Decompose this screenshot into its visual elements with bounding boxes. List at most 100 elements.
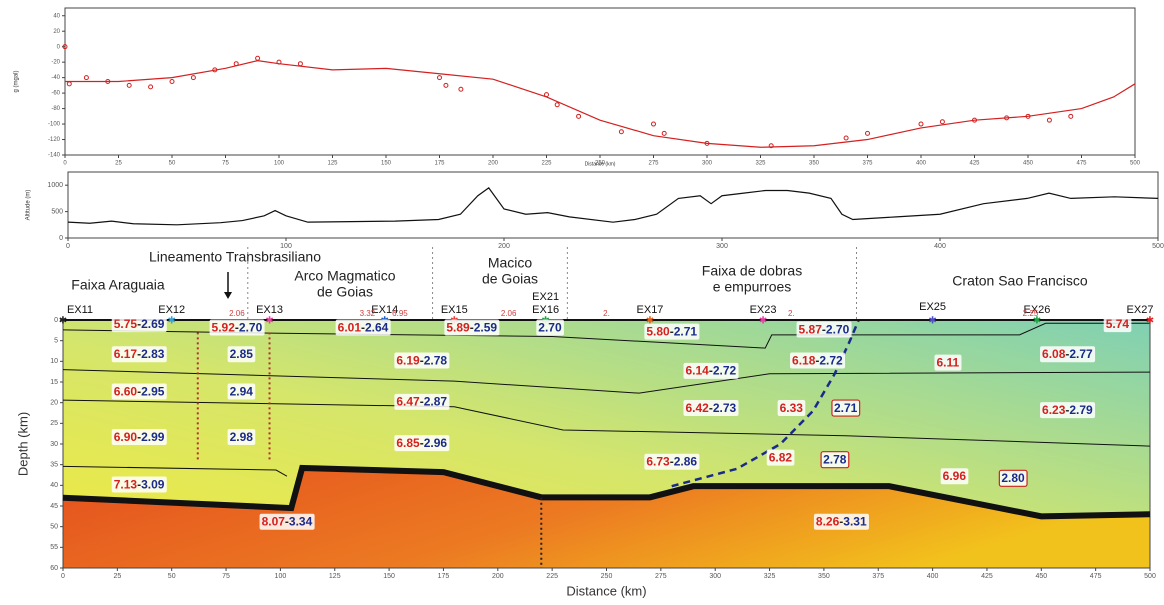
velocity-text: 8.26-3.31 <box>816 515 867 529</box>
velocity-text: 7.13-3.09 <box>114 478 165 492</box>
figure: 0255075100125150175200225250275300325350… <box>0 0 1164 605</box>
x-tick-label: 200 <box>498 243 510 250</box>
y-tick-label: 0 <box>54 317 58 324</box>
x-tick-label: 250 <box>601 573 613 580</box>
data-point <box>652 122 656 126</box>
station-label: EX27 <box>1127 304 1154 316</box>
station-marker: ✱ <box>59 316 67 327</box>
y-tick-label: 0 <box>59 235 63 242</box>
label-vp: 6.60 <box>114 385 138 399</box>
y-tick-label: 20 <box>53 29 60 35</box>
x-tick-label: 0 <box>61 573 65 580</box>
y-tick-label: 35 <box>50 462 58 469</box>
label-vs: 2.69 <box>141 317 165 331</box>
x-tick-label: 400 <box>916 161 927 167</box>
label-vp: 6.82 <box>769 451 793 465</box>
y-tick-label: 50 <box>50 524 58 531</box>
region-label: Faixa Araguaia <box>71 277 165 293</box>
label-vs: 2.80 <box>1001 471 1025 485</box>
data-point <box>84 76 88 80</box>
x-axis-title: Distance (km) <box>566 583 646 598</box>
velocity-text: 6.47-2.87 <box>396 395 447 409</box>
x-tick-label: 475 <box>1090 573 1102 580</box>
label-vs: 2.64 <box>365 320 389 334</box>
label-vs: 2.71 <box>834 401 858 415</box>
label-vs: 2.83 <box>141 347 165 361</box>
y-tick-label: -120 <box>48 137 61 143</box>
data-point <box>919 122 923 126</box>
station-label: EX13 <box>256 304 283 316</box>
y-tick-label: -60 <box>51 91 60 97</box>
velocity-text: 5.80-2.71 <box>646 325 697 339</box>
label-vs: 2.73 <box>713 401 737 415</box>
y-tick-label: 30 <box>50 441 58 448</box>
x-tick-label: 50 <box>169 161 176 167</box>
x-tick-label: 400 <box>934 243 946 250</box>
velocity-label: 2.85 <box>228 346 256 362</box>
x-tick-label: 75 <box>222 161 229 167</box>
x-tick-label: 25 <box>115 161 122 167</box>
x-axis-title: Distance (km) <box>585 161 616 167</box>
surface-label: 6.95 <box>392 309 408 318</box>
label-vp: 6.73 <box>646 455 670 469</box>
data-point <box>234 62 238 66</box>
station-marker: ✱ <box>1146 316 1154 327</box>
velocity-label: 6.18-2.72 <box>790 353 845 369</box>
velocity-text: 6.17-2.83 <box>114 347 165 361</box>
plot-frame <box>65 8 1135 155</box>
data-point <box>459 87 463 91</box>
x-tick-label: 100 <box>275 573 287 580</box>
x-tick-label: 175 <box>438 573 450 580</box>
x-tick-label: 325 <box>764 573 776 580</box>
x-tick-label: 200 <box>488 161 499 167</box>
y-tick-label: 60 <box>50 565 58 572</box>
label-vs: 2.77 <box>1069 347 1093 361</box>
x-tick-label: 450 <box>1035 573 1047 580</box>
velocity-text: 5.92-2.70 <box>212 320 263 334</box>
station-marker: ✱ <box>928 316 936 327</box>
y-tick-label: 25 <box>50 420 58 427</box>
velocity-label: 2.98 <box>228 429 256 445</box>
series-line <box>65 61 1135 148</box>
x-tick-label: 300 <box>709 573 721 580</box>
x-tick-label: 150 <box>383 573 395 580</box>
station-label: EX17 <box>637 304 664 316</box>
label-vs: 3.34 <box>289 515 313 529</box>
station-label: EX21 <box>532 291 559 303</box>
velocity-label: 6.73-2.86 <box>644 454 699 470</box>
label-vp: 5.87 <box>799 323 823 337</box>
label-vp: 5.75 <box>114 317 138 331</box>
label-vs: 2.95 <box>141 385 165 399</box>
station-label: EX23 <box>750 304 777 316</box>
x-tick-label: 225 <box>546 573 558 580</box>
y-tick-label: -20 <box>51 60 60 66</box>
region-label: Macico <box>488 255 533 271</box>
region-label: e empurroes <box>713 279 792 295</box>
x-tick-label: 150 <box>381 161 392 167</box>
x-tick-label: 100 <box>274 161 285 167</box>
y-tick-label: 15 <box>50 379 58 386</box>
velocity-text: 6.18-2.72 <box>792 354 843 368</box>
x-tick-label: 200 <box>492 573 504 580</box>
label-vp: 6.33 <box>780 401 804 415</box>
x-tick-label: 400 <box>927 573 939 580</box>
station-label: EX11 <box>67 304 93 316</box>
x-tick-label: 25 <box>113 573 121 580</box>
data-point <box>844 136 848 140</box>
velocity-text: 6.90-2.99 <box>114 430 165 444</box>
x-tick-label: 125 <box>329 573 341 580</box>
surface-label: 2. <box>603 309 610 318</box>
velocity-label: 6.08-2.77 <box>1040 346 1095 362</box>
label-vp: 8.26 <box>816 515 840 529</box>
x-tick-label: 300 <box>702 161 713 167</box>
station-label: EX12 <box>158 304 185 316</box>
velocity-label: 6.42-2.73 <box>683 400 738 416</box>
label-vp: 6.11 <box>936 356 959 370</box>
velocity-label: 6.01-2.64 <box>336 319 391 335</box>
velocity-text: 6.82 <box>769 451 793 465</box>
label-vs: 2.70 <box>538 320 562 334</box>
y-tick-label: -100 <box>48 122 61 128</box>
arrow-head <box>224 292 232 299</box>
x-tick-label: 300 <box>716 243 728 250</box>
y-tick-label: -80 <box>51 106 60 112</box>
